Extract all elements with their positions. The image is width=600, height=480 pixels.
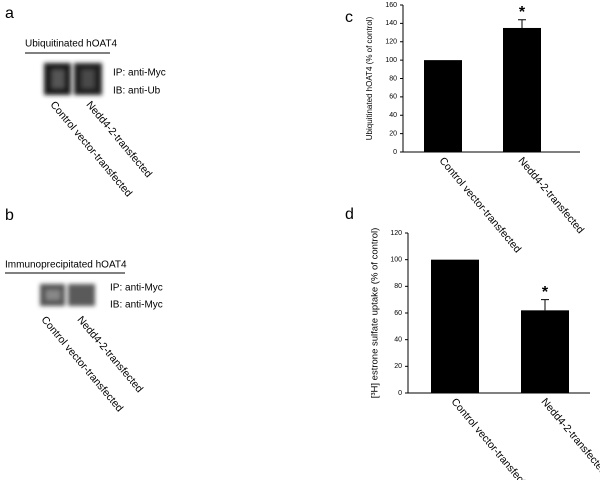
significance-mark: * (519, 4, 526, 21)
ip-label: IP: anti-Myc (113, 68, 166, 79)
error-bar (518, 19, 526, 28)
x-tick-label: Nedd4-2-transfected (516, 155, 587, 236)
error-bar (541, 299, 549, 311)
panel-letter: b (5, 207, 14, 224)
y-tick-label: 60 (394, 310, 402, 317)
panel-letter: c (345, 9, 353, 26)
bar (424, 60, 462, 152)
y-tick-label: 80 (389, 75, 397, 82)
x-tick-label: Control vector-transfected (437, 155, 524, 255)
blot-title: Ubiquitinated hOAT4 (25, 39, 118, 50)
y-tick-label: 80 (394, 283, 402, 290)
y-tick-label: 60 (389, 94, 397, 101)
x-tick-label: Nedd4-2-transfected (539, 396, 600, 477)
blot-image (40, 284, 95, 306)
y-tick-label: 140 (385, 20, 397, 27)
ib-label: IB: anti-Ub (113, 86, 161, 97)
blot-title: Immunoprecipitated hOAT4 (5, 260, 127, 271)
ip-label: IP: anti-Myc (110, 283, 163, 294)
bar (521, 310, 569, 393)
ib-label: IB: anti-Myc (110, 300, 163, 311)
y-tick-label: 0 (393, 149, 397, 156)
y-tick-label: 20 (394, 363, 402, 370)
bar (431, 259, 479, 393)
y-tick-label: 40 (394, 337, 402, 344)
y-tick-label: 40 (389, 112, 397, 119)
x-tick-label: Control vector-transfected (449, 396, 536, 480)
y-axis-label: Ubiquitinated hOAT4 (% of control) (365, 16, 374, 140)
blot-image (44, 63, 102, 95)
y-tick-label: 20 (389, 130, 397, 137)
y-tick-label: 120 (385, 39, 397, 46)
bar (503, 27, 541, 152)
lane-label: Nedd4-2-transfected (75, 314, 146, 395)
lane-label: Nedd4-2-transfected (84, 99, 155, 180)
y-tick-label: 100 (385, 57, 397, 64)
panel-letter: d (345, 206, 354, 223)
y-tick-label: 0 (398, 390, 402, 397)
panel-letter: a (5, 5, 14, 22)
y-tick-label: 120 (390, 230, 402, 237)
y-tick-label: 160 (385, 2, 397, 9)
y-tick-label: 100 (390, 257, 402, 264)
significance-mark: * (542, 284, 549, 301)
y-axis-label: [³H] estrone sulfate uptake (% of contro… (370, 228, 381, 399)
